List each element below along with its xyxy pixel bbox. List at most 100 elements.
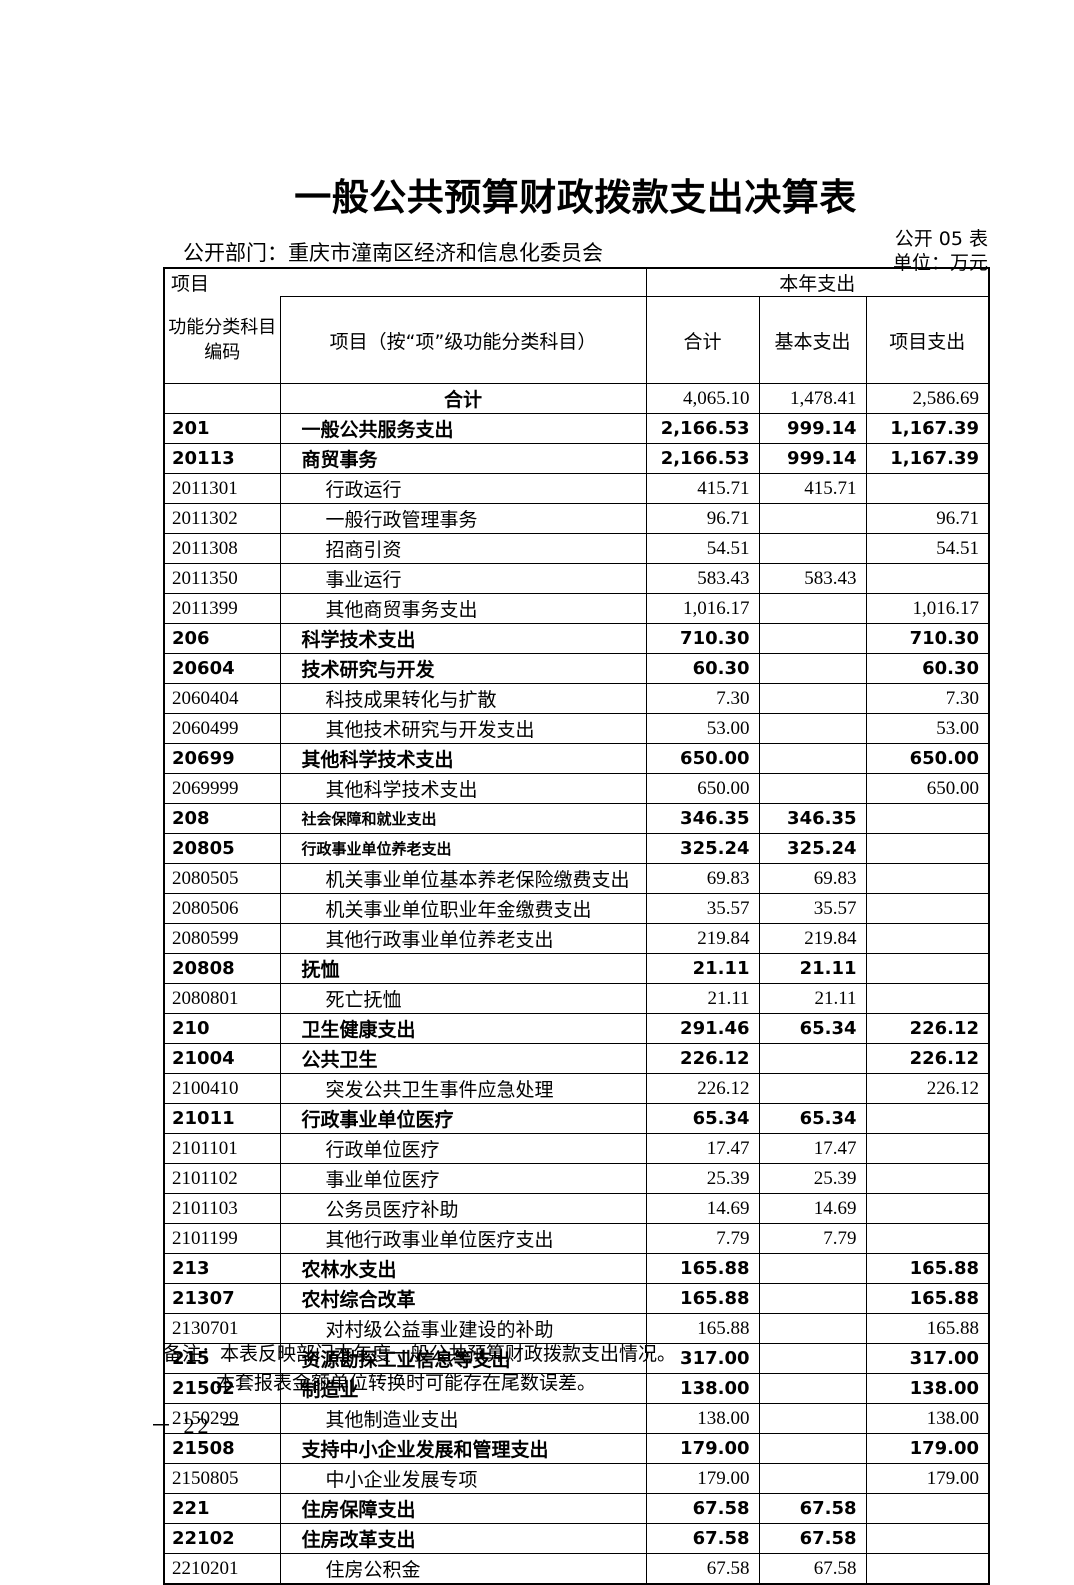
cell-item-label: 农林水支出: [279, 1253, 647, 1284]
cell-basic: [758, 1373, 867, 1404]
cell-code: 2011308: [163, 533, 281, 564]
cell-basic: [758, 1073, 867, 1104]
table-row: 21508 支持中小企业发展和管理支出 179.00 179.00: [163, 1433, 991, 1464]
cell-project: [865, 863, 991, 894]
cell-total: 179.00: [645, 1433, 760, 1464]
cell-item-label: 其他科学技术支出: [279, 743, 647, 774]
cell-basic: [758, 1253, 867, 1284]
cell-code: 20699: [163, 743, 281, 774]
note-line-1: 备注：本表反映部门本年度一般公共预算财政拨款支出情况。: [163, 1343, 677, 1365]
cell-total: 226.12: [645, 1073, 760, 1104]
cell-basic: [758, 1433, 867, 1464]
cell-code: 2080505: [163, 863, 281, 894]
cell-basic: 583.43: [758, 563, 867, 594]
table-row: 2101102 事业单位医疗 25.39 25.39: [163, 1163, 991, 1194]
cell-basic: [758, 1463, 867, 1494]
table-row: 21011 行政事业单位医疗 65.34 65.34: [163, 1103, 991, 1134]
cell-basic: [758, 773, 867, 804]
table-row: 22102 住房改革支出 67.58 67.58: [163, 1523, 991, 1554]
cell-item-label: 中小企业发展专项: [279, 1463, 647, 1494]
table-row: 2101199 其他行政事业单位医疗支出 7.79 7.79: [163, 1223, 991, 1254]
table-row: 2060499 其他技术研究与开发支出 53.00 53.00: [163, 713, 991, 744]
cell-total: 21.11: [645, 953, 760, 984]
cell-basic: 7.79: [758, 1223, 867, 1254]
cell-basic: 999.14: [758, 413, 867, 444]
cell-project: 1,167.39: [865, 443, 991, 474]
form-code: 公开 05 表: [894, 228, 988, 250]
cell-item-label: 公共卫生: [279, 1043, 647, 1074]
cell-total: 54.51: [645, 533, 760, 564]
cell-code: 2130701: [163, 1313, 281, 1344]
cell-basic: 67.58: [758, 1493, 867, 1524]
cell-project: 53.00: [865, 713, 991, 744]
cell-item-label: 其他商贸事务支出: [279, 593, 647, 624]
header-col-code: 功能分类科目编码: [163, 296, 281, 384]
cell-project: [865, 953, 991, 984]
table-row: 2080599 其他行政事业单位养老支出 219.84 219.84: [163, 923, 991, 954]
header-col-basic: 基本支出: [758, 296, 867, 384]
cell-basic: [758, 533, 867, 564]
cell-item-label: 对村级公益事业建设的补助: [279, 1313, 647, 1344]
cell-basic: 25.39: [758, 1163, 867, 1194]
cell-total: 650.00: [645, 743, 760, 774]
cell-code: 206: [163, 623, 281, 654]
cell-basic: 14.69: [758, 1193, 867, 1224]
page-number: － 22 －: [150, 1413, 246, 1438]
cell-total: 415.71: [645, 473, 760, 504]
table-row: 2100410 突发公共卫生事件应急处理 226.12 226.12: [163, 1073, 991, 1104]
cell-basic: 346.35: [758, 803, 867, 834]
cell-total: 165.88: [645, 1253, 760, 1284]
table-row: 20113 商贸事务 2,166.53 999.14 1,167.39: [163, 443, 991, 474]
cell-basic: [758, 1403, 867, 1434]
cell-basic: [758, 593, 867, 624]
table-row: 2150299 其他制造业支出 138.00 138.00: [163, 1403, 991, 1434]
cell-total: 60.30: [645, 653, 760, 684]
cell-basic: [758, 683, 867, 714]
page-title: 一般公共预算财政拨款支出决算表: [294, 176, 857, 219]
cell-item-label: 突发公共卫生事件应急处理: [279, 1073, 647, 1104]
cell-total: 7.79: [645, 1223, 760, 1254]
cell-project: [865, 803, 991, 834]
cell-item-label: 其他行政事业单位养老支出: [279, 923, 647, 954]
cell-code: 2060499: [163, 713, 281, 744]
cell-total: 35.57: [645, 893, 760, 924]
cell-code: 20604: [163, 653, 281, 684]
cell-code: 20805: [163, 833, 281, 864]
cell-item-label: 农村综合改革: [279, 1283, 647, 1314]
expenditure-table: 项目 本年支出 功能分类科目编码 项目（按“项”级功能分类科目） 合计 基本支出…: [162, 267, 991, 1585]
cell-code: 20808: [163, 953, 281, 984]
cell-item-label: 支持中小企业发展和管理支出: [279, 1433, 647, 1464]
cell-project: 54.51: [865, 533, 991, 564]
table-row: 213 农林水支出 165.88 165.88: [163, 1253, 991, 1284]
note-line-2: 本套报表金额单位转换时可能存在尾数误差。: [216, 1372, 597, 1394]
cell-item-label: 其他制造业支出: [279, 1403, 647, 1434]
cell-code: 210: [163, 1013, 281, 1044]
cell-item-label: 死亡抚恤: [279, 983, 647, 1014]
cell-total: 69.83: [645, 863, 760, 894]
cell-item-label: 住房公积金: [279, 1553, 647, 1585]
cell-code: 2011399: [163, 593, 281, 624]
cell-project: [865, 893, 991, 924]
cell-basic: 69.83: [758, 863, 867, 894]
cell-total: 710.30: [645, 623, 760, 654]
cell-code: 21011: [163, 1103, 281, 1134]
cell-basic: 219.84: [758, 923, 867, 954]
cell-project: [865, 923, 991, 954]
table-row: 2011301 行政运行 415.71 415.71: [163, 473, 991, 504]
table-row: 221 住房保障支出 67.58 67.58: [163, 1493, 991, 1524]
cell-basic: 17.47: [758, 1133, 867, 1164]
cell-project: [865, 1133, 991, 1164]
cell-item-label: 行政运行: [279, 473, 647, 504]
cell-total: 67.58: [645, 1523, 760, 1554]
cell-code: 221: [163, 1493, 281, 1524]
cell-total: 165.88: [645, 1283, 760, 1314]
cell-project: 138.00: [865, 1373, 991, 1404]
cell-total: 226.12: [645, 1043, 760, 1074]
cell-total: 650.00: [645, 773, 760, 804]
cell-item-label: 行政事业单位养老支出: [279, 833, 647, 864]
table-row: 210 卫生健康支出 291.46 65.34 226.12: [163, 1013, 991, 1044]
cell-project: [865, 1103, 991, 1134]
cell-code: [163, 383, 281, 414]
cell-total: 4,065.10: [645, 383, 760, 414]
cell-total: 65.34: [645, 1103, 760, 1134]
